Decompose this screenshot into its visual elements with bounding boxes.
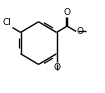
Text: O: O: [76, 27, 83, 36]
Text: O: O: [53, 62, 60, 72]
Text: O: O: [64, 8, 71, 17]
Text: Cl: Cl: [3, 18, 11, 27]
